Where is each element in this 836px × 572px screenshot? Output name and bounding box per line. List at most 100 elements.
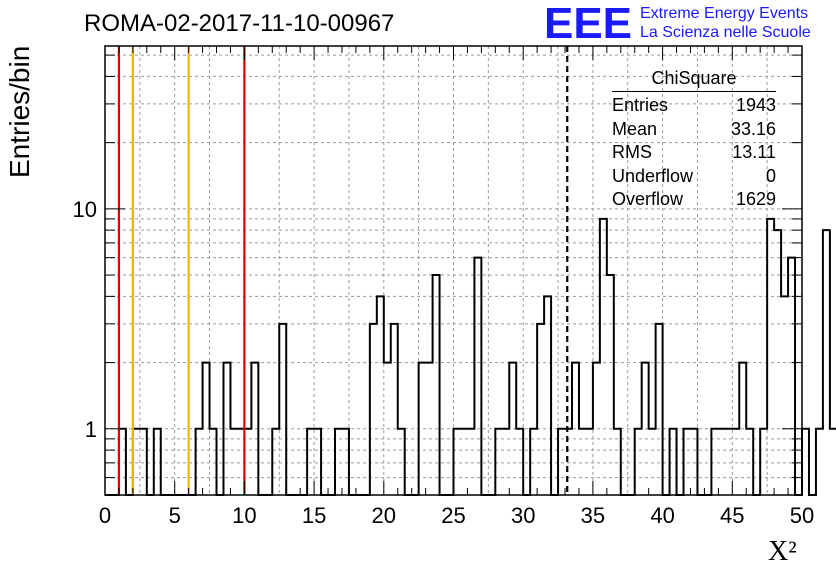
- stats-label: Entries: [612, 95, 669, 115]
- histogram-bin: [230, 429, 237, 495]
- histogram-bin: [398, 429, 405, 495]
- stats-row-mean: Mean 33.16: [612, 118, 776, 142]
- histogram-bin: [635, 429, 642, 495]
- stats-value: 1629: [735, 189, 776, 209]
- y-tick-label: 1: [85, 417, 97, 442]
- histogram-bin: [370, 324, 377, 495]
- histogram-bin: [830, 429, 836, 495]
- histogram-bin: [426, 363, 433, 495]
- histogram-bin: [154, 429, 161, 495]
- histogram-bin: [788, 258, 795, 495]
- histogram-bin: [307, 429, 314, 495]
- histogram-bin: [642, 363, 649, 495]
- stats-row-entries: Entries 1943: [612, 94, 776, 118]
- histogram-bin: [767, 219, 774, 495]
- stats-row-overflow: Overflow 1629: [612, 188, 776, 212]
- histogram-bin: [251, 363, 258, 495]
- histogram-bin: [823, 230, 830, 495]
- histogram-bin: [377, 296, 384, 495]
- histogram-bin: [530, 429, 537, 495]
- chart-title: ROMA-02-2017-11-10-00967: [84, 10, 395, 37]
- histogram-bin: [593, 363, 600, 495]
- histogram-bin: [565, 429, 572, 495]
- x-tick-label: 20: [372, 503, 396, 528]
- stats-title: ChiSquare: [612, 68, 776, 92]
- histogram-bin: [196, 429, 203, 495]
- histogram-bin: [781, 296, 788, 495]
- x-tick-label: 0: [99, 503, 111, 528]
- histogram-bin: [460, 429, 467, 495]
- svg-text:EEE: EEE: [544, 2, 632, 42]
- stats-label: Mean: [612, 118, 658, 139]
- histogram-bin: [690, 429, 697, 495]
- x-tick-label: 40: [650, 503, 674, 528]
- histogram-bin: [760, 429, 767, 495]
- histogram-bin: [502, 429, 509, 495]
- histogram-bin: [718, 429, 725, 495]
- x-tick-label: 15: [302, 503, 326, 528]
- histogram-bin: [391, 324, 398, 495]
- histogram-bin: [572, 363, 579, 495]
- histogram-bin: [272, 429, 279, 495]
- histogram-bin: [516, 429, 523, 495]
- histogram-bin: [433, 275, 440, 495]
- stats-box: ChiSquare Entries 1943 Mean 33.16 RMS 13.11 Un…: [612, 68, 776, 212]
- histogram-bin: [454, 429, 461, 495]
- histogram-bin: [210, 429, 217, 495]
- histogram-bin: [739, 363, 746, 495]
- stats-value: 1943: [735, 95, 776, 115]
- x-tick-label: 5: [169, 503, 181, 528]
- histogram-bin: [474, 258, 481, 495]
- histogram-bin: [725, 429, 732, 495]
- histogram-bin: [586, 429, 593, 495]
- eee-logo: EEE: [544, 0, 636, 48]
- histogram-bin: [711, 429, 718, 495]
- stats-row-underflow: Underflow 0: [612, 165, 776, 189]
- histogram-bin: [203, 363, 210, 495]
- histogram-bin: [223, 363, 230, 495]
- stats-value: 33.16: [730, 118, 776, 139]
- histogram-bin: [544, 296, 551, 495]
- histogram-bin: [656, 324, 663, 495]
- histogram-bin: [558, 429, 565, 495]
- histogram-bin: [774, 230, 781, 495]
- x-tick-label: 10: [232, 503, 256, 528]
- histogram-bin: [384, 363, 391, 495]
- histogram-bin: [607, 275, 614, 495]
- logo-line-1: Extreme Energy Events: [640, 5, 809, 22]
- histogram-bin: [314, 429, 321, 495]
- histogram-bin: [419, 363, 426, 495]
- histogram-bin: [467, 429, 474, 495]
- logo-line-2: La Scienza nelle Scuole: [640, 24, 811, 41]
- histogram-bin: [802, 429, 809, 495]
- histogram-bin: [140, 429, 147, 495]
- logo-caption: Extreme Energy Events La Scienza nelle S…: [640, 4, 811, 42]
- histogram-bin: [670, 429, 677, 495]
- x-tick-label: 50: [790, 503, 814, 528]
- histogram-bin: [614, 429, 621, 495]
- x-tick-label: 30: [511, 503, 535, 528]
- histogram-bin: [495, 429, 502, 495]
- x-tick-label: 45: [720, 503, 744, 528]
- stats-label: RMS: [612, 142, 652, 162]
- stats-value: 0: [765, 165, 776, 186]
- x-axis-label: X²: [768, 536, 797, 567]
- histogram-bin: [279, 324, 286, 495]
- stats-label: Underflow: [612, 165, 694, 186]
- histogram-bin: [732, 429, 739, 495]
- histogram-bin: [816, 429, 823, 495]
- histogram-bin: [746, 429, 753, 495]
- histogram-bin: [600, 219, 607, 495]
- stats-row-rms: RMS 13.11: [612, 141, 776, 165]
- stats-value: 13.11: [732, 142, 776, 162]
- y-tick-label: 10: [73, 197, 97, 222]
- histogram-bin: [509, 363, 516, 495]
- x-tick-label: 25: [441, 503, 465, 528]
- stats-label: Overflow: [612, 189, 684, 209]
- histogram-bin: [342, 429, 349, 495]
- histogram-bin: [684, 429, 691, 495]
- histogram-bin: [537, 324, 544, 495]
- histogram-bin: [579, 429, 586, 495]
- x-tick-label: 35: [581, 503, 605, 528]
